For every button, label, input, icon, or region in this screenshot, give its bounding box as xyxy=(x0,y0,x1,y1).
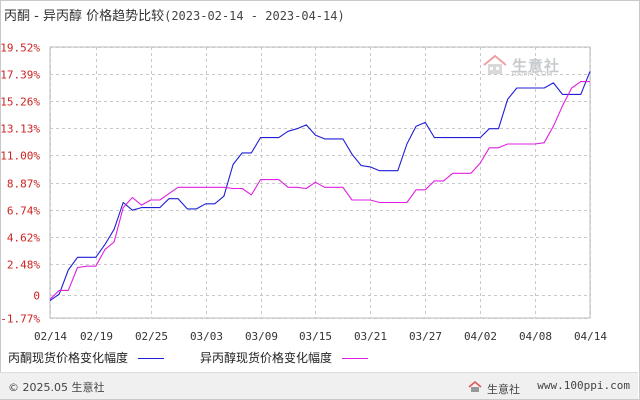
footer-logo-icon xyxy=(468,381,482,392)
y-tick-label: 13.13% xyxy=(0,123,40,136)
chart-date-range: (2023-02-14 - 2023-04-14) xyxy=(164,9,345,23)
series-line-acetone xyxy=(49,71,591,302)
x-tick-label: 04/02 xyxy=(464,330,497,343)
legend-label-acetone: 丙酮现货价格变化幅度 xyxy=(8,351,129,365)
chart-title: 丙酮 - 异丙醇 价格趋势比较(2023-02-14 - 2023-04-14) xyxy=(4,5,345,24)
x-tick-label: 03/15 xyxy=(299,330,332,343)
footer-logo: 生意社 xyxy=(468,378,520,397)
y-tick-label: 11.00% xyxy=(0,150,40,163)
plot-area xyxy=(49,46,591,319)
line-chart: 19.52% 17.39% 15.26% 13.13% 11.00% 8.87% 6.74%… xyxy=(0,42,607,344)
y-tick-label: 8.87% xyxy=(7,178,40,191)
y-tick-label: 15.26% xyxy=(0,96,40,109)
x-tick-label: 03/09 xyxy=(245,330,278,343)
y-tick-label: 17.39% xyxy=(0,69,40,82)
watermark-house-icon xyxy=(483,54,507,74)
x-tick-label: 04/14 xyxy=(574,330,607,343)
legend-swatch-ipa xyxy=(342,358,369,359)
y-tick-label: 2.48% xyxy=(7,259,40,272)
series-line-ipa xyxy=(49,81,590,300)
y-tick-label: 0 xyxy=(33,290,40,303)
y-tick-label: 19.52% xyxy=(0,42,40,55)
x-tick-label: 03/03 xyxy=(190,330,223,343)
legend-swatch-acetone xyxy=(138,358,165,359)
y-tick-label: 6.74% xyxy=(7,205,40,218)
chart-title-main: 丙酮 - 异丙醇 价格趋势比较 xyxy=(4,9,165,24)
x-tick-label: 04/08 xyxy=(519,330,552,343)
footer-bar: © 2025.05 生意社 生意社 www.100ppi.com xyxy=(0,372,638,399)
footer-logo-text: 生意社 xyxy=(487,383,520,396)
x-tick-label: 02/25 xyxy=(135,330,168,343)
footer-url[interactable]: www.100ppi.com xyxy=(537,379,630,392)
y-tick-label: 4.62% xyxy=(7,232,40,245)
legend-item-ipa: 异丙醇现货价格变化幅度 xyxy=(200,349,369,366)
footer-copyright: © 2025.05 生意社 xyxy=(8,381,105,394)
legend-label-ipa: 异丙醇现货价格变化幅度 xyxy=(200,351,333,365)
y-tick-label: -1.77% xyxy=(0,313,40,326)
x-tick-label: 02/19 xyxy=(80,330,113,343)
x-tick-label: 03/27 xyxy=(409,330,442,343)
x-tick-label: 02/14 xyxy=(34,330,67,343)
x-tick-label: 03/21 xyxy=(354,330,387,343)
legend-item-acetone: 丙酮现货价格变化幅度 xyxy=(8,349,165,366)
